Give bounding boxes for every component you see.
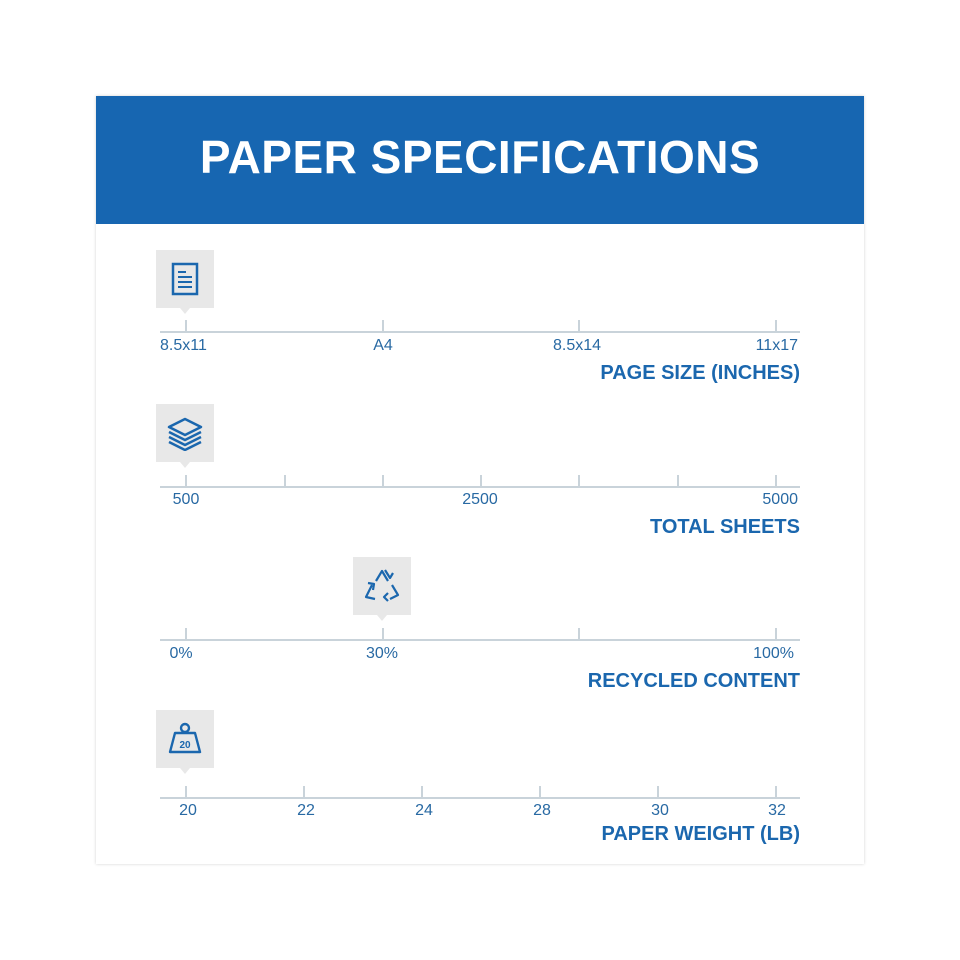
tick — [185, 786, 187, 798]
spec-title: PAGE SIZE (INCHES) — [600, 362, 800, 384]
tick — [382, 320, 384, 332]
spec-title: TOTAL SHEETS — [649, 516, 800, 538]
tick-label: 20 — [179, 802, 197, 819]
axis-line — [160, 797, 800, 799]
axis-line — [160, 331, 800, 333]
tick — [657, 786, 659, 798]
tick — [480, 475, 482, 487]
axis-line — [160, 486, 800, 488]
tick-label: 2500 — [462, 491, 498, 508]
tick-label: 24 — [415, 802, 433, 819]
tick — [578, 475, 580, 487]
header-banner: PAPER SPECIFICATIONS — [96, 96, 864, 224]
tick — [578, 320, 580, 332]
tick-label: 32 — [768, 802, 786, 819]
weight-icon: 20 — [168, 722, 202, 754]
tick-label: 500 — [172, 491, 200, 508]
tick — [421, 786, 423, 798]
paper-stack-icon — [167, 417, 203, 451]
spec-title: RECYCLED CONTENT — [587, 670, 800, 692]
tick — [382, 628, 384, 640]
recycle-icon — [364, 569, 400, 602]
tick-label: A4 — [373, 337, 393, 354]
tick-label: 30 — [651, 802, 669, 819]
selected-marker: 20 — [156, 710, 214, 774]
page-title: PAPER SPECIFICATIONS — [199, 131, 761, 183]
tick-label: 8.5x11 — [160, 337, 207, 354]
tick — [185, 475, 187, 487]
tick — [185, 320, 187, 332]
tick — [677, 475, 679, 487]
tick-label: 30% — [365, 645, 399, 662]
tick-label: 8.5x14 — [552, 337, 602, 354]
tick — [185, 628, 187, 640]
tick — [775, 320, 777, 332]
tick — [284, 475, 286, 487]
tick — [382, 475, 384, 487]
tick — [303, 786, 305, 798]
tick-label: 22 — [297, 802, 315, 819]
tick — [775, 628, 777, 640]
tick-label: 11x17 — [755, 337, 798, 354]
axis-line — [160, 639, 800, 641]
selected-marker — [156, 404, 214, 468]
tick-label: 5000 — [762, 491, 798, 508]
tick — [775, 475, 777, 487]
tick-label: 100% — [753, 645, 794, 662]
document-icon — [171, 262, 199, 296]
selected-marker — [156, 250, 214, 314]
tick-label: 28 — [533, 802, 551, 819]
tick-label: 0% — [169, 645, 193, 662]
weight-icon-text: 20 — [179, 740, 191, 751]
tick — [775, 786, 777, 798]
spec-title: PAPER WEIGHT (LB) — [601, 823, 800, 845]
tick — [539, 786, 541, 798]
tick — [578, 628, 580, 640]
selected-marker — [353, 557, 411, 621]
